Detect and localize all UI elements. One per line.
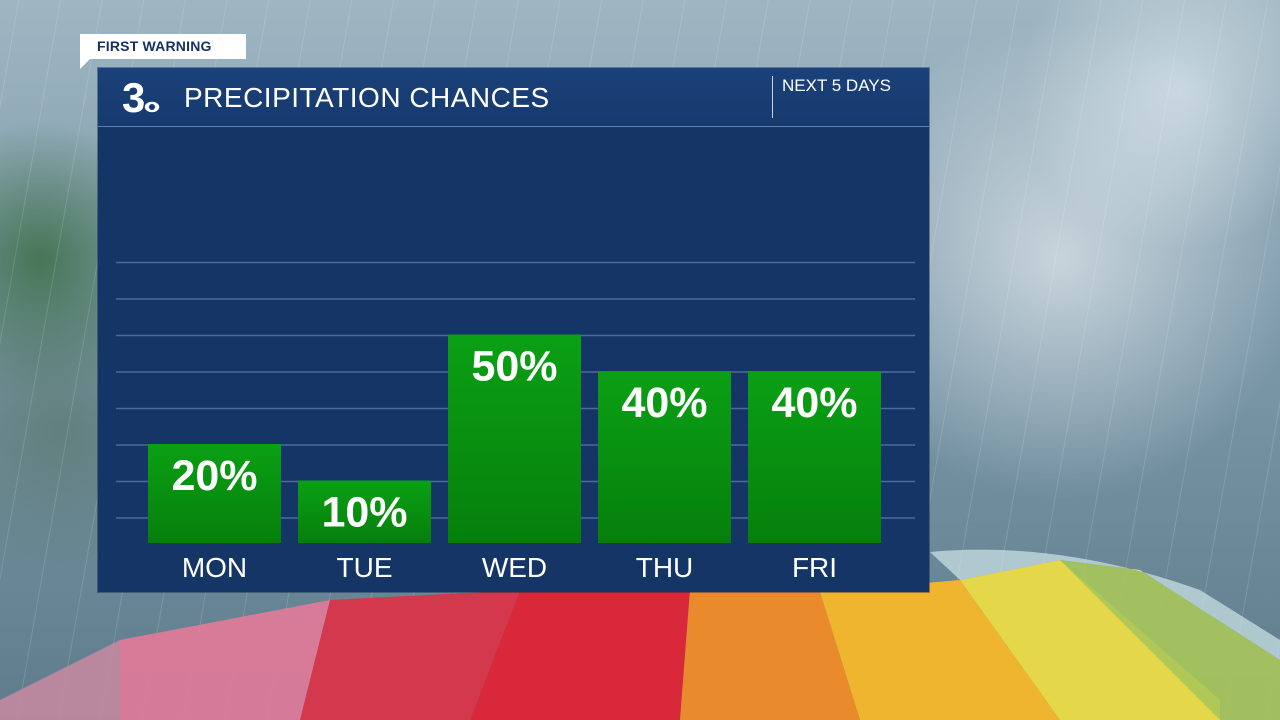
svg-text:3: 3 (122, 74, 145, 120)
data-label: 40% (621, 379, 707, 427)
data-label: 10% (321, 489, 407, 537)
x-tick-label: FRI (792, 552, 837, 583)
data-label: 40% (771, 379, 857, 427)
x-tick-label: THU (636, 552, 694, 583)
bar-thu (598, 371, 731, 543)
first-warning-tag: FIRST WARNING (80, 34, 246, 59)
chart-title: PRECIPITATION CHANCES (184, 82, 550, 113)
bar-wed (448, 334, 581, 543)
bar-mon (148, 444, 281, 543)
bar-fri (748, 371, 881, 543)
header-divider (772, 76, 773, 118)
title-bar: 3 PRECIPITATION CHANCES NEXT 5 DAYS (98, 68, 929, 127)
x-tick-label: MON (182, 552, 247, 583)
bar-tue (298, 480, 431, 543)
chart-panel: 3 PRECIPITATION CHANCES NEXT 5 DAYS 20% M… (98, 68, 929, 592)
chart-subtitle: NEXT 5 DAYS (782, 76, 891, 95)
data-label: 50% (471, 343, 557, 391)
tag-tail (80, 59, 90, 69)
x-tick-label: TUE (337, 552, 393, 583)
data-label: 20% (171, 452, 257, 500)
channel-3-logo-icon: 3 (122, 74, 161, 120)
bar-chart: 20% MON 10% TUE 50% WED 40% THU 40% FRI (116, 261, 915, 583)
x-tick-label: WED (482, 552, 547, 583)
